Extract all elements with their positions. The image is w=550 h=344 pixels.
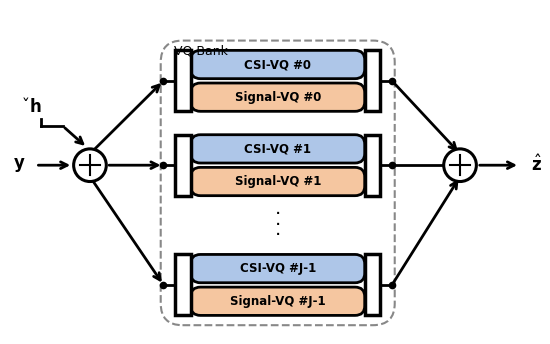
Text: $\hat{\mathbf{z}}$: $\hat{\mathbf{z}}$ <box>531 155 542 175</box>
Text: $\check{\mathbf{h}}$: $\check{\mathbf{h}}$ <box>23 97 42 116</box>
FancyBboxPatch shape <box>191 168 365 196</box>
Bar <box>365 50 380 111</box>
Bar <box>365 255 380 315</box>
Text: Signal-VQ #1: Signal-VQ #1 <box>234 175 321 188</box>
FancyBboxPatch shape <box>191 255 365 283</box>
Bar <box>175 255 191 315</box>
Bar <box>175 135 191 196</box>
Text: CSI-VQ #0: CSI-VQ #0 <box>244 58 311 71</box>
FancyBboxPatch shape <box>161 41 395 325</box>
FancyBboxPatch shape <box>191 50 365 79</box>
Text: CSI-VQ #J-1: CSI-VQ #J-1 <box>240 262 316 275</box>
FancyBboxPatch shape <box>191 287 365 315</box>
Circle shape <box>74 149 106 182</box>
Text: ·: · <box>274 226 281 246</box>
Text: CSI-VQ #1: CSI-VQ #1 <box>244 142 311 155</box>
Text: VQ Bank: VQ Bank <box>174 45 228 58</box>
Text: $\mathbf{y}$: $\mathbf{y}$ <box>13 156 25 174</box>
Bar <box>365 135 380 196</box>
FancyBboxPatch shape <box>191 83 365 111</box>
Text: ·: · <box>274 205 281 224</box>
Text: Signal-VQ #J-1: Signal-VQ #J-1 <box>230 295 326 308</box>
Text: ·: · <box>274 216 281 235</box>
Bar <box>175 50 191 111</box>
Text: Signal-VQ #0: Signal-VQ #0 <box>234 91 321 104</box>
Circle shape <box>444 149 476 182</box>
FancyBboxPatch shape <box>191 135 365 163</box>
